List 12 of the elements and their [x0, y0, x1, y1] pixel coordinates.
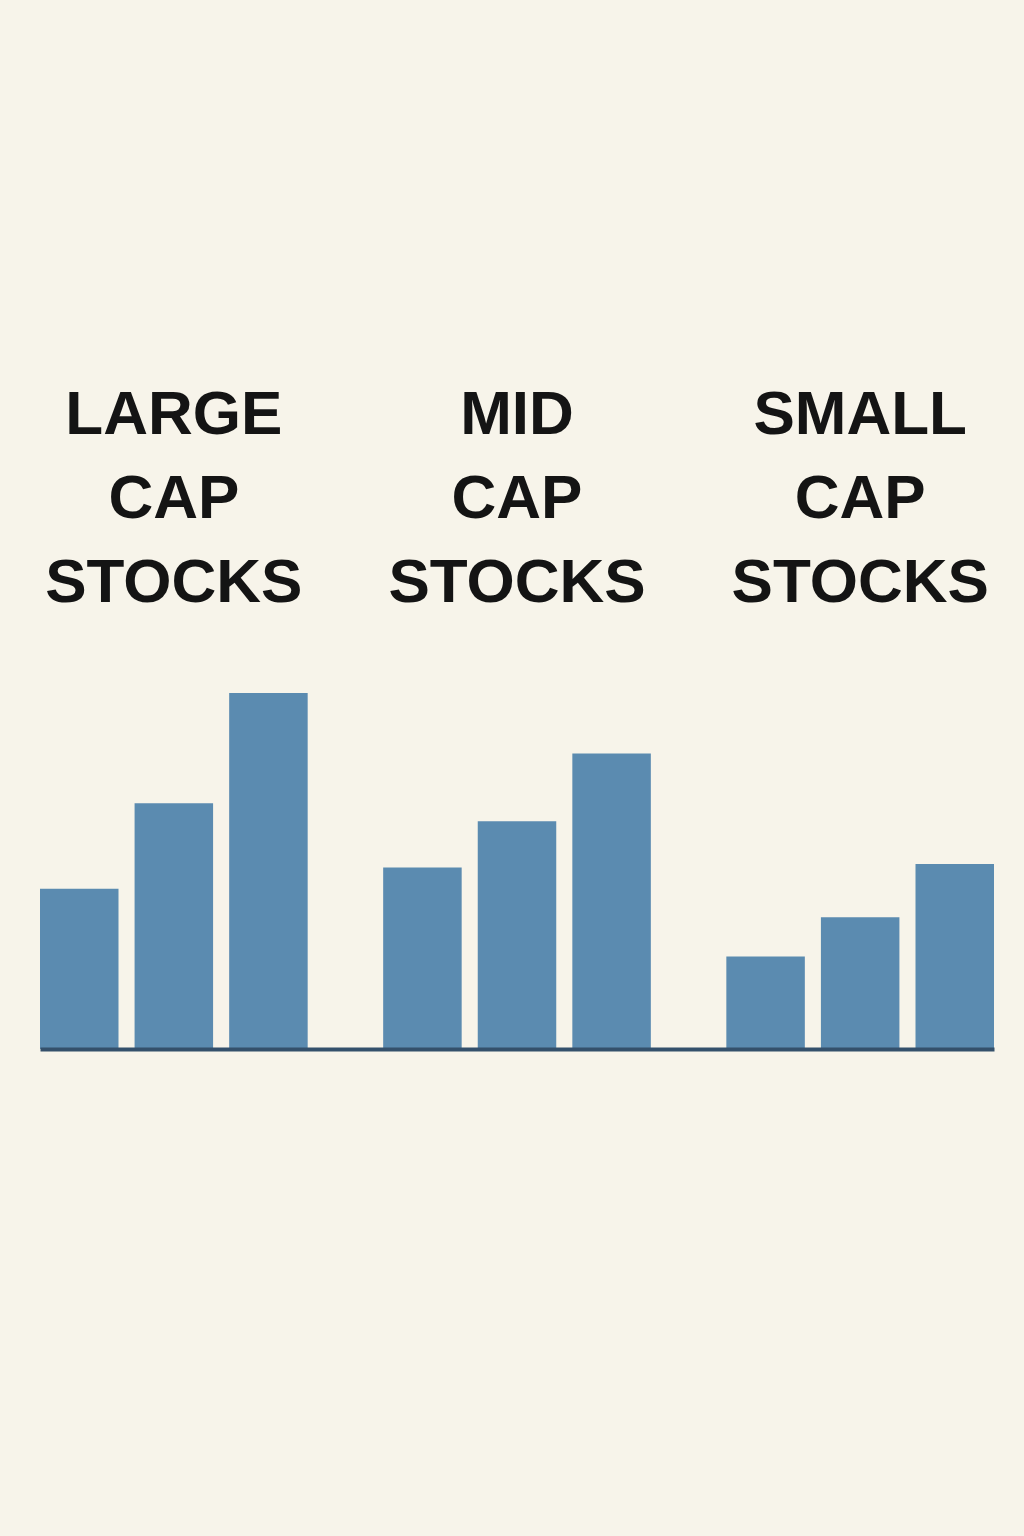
x-tick-label: MID CAP STOCKS — [388, 377, 646, 615]
bar — [40, 888, 119, 1049]
bar — [477, 821, 557, 1049]
bar — [726, 956, 805, 1049]
bar — [572, 753, 651, 1049]
bar — [229, 693, 308, 1049]
bar — [820, 917, 900, 1049]
bar — [134, 803, 214, 1049]
bar — [383, 867, 462, 1049]
x-tick-label: SMALL CAP STOCKS — [731, 377, 989, 615]
x-tick-label: LARGE CAP STOCKS — [45, 377, 303, 615]
bar — [915, 863, 994, 1049]
